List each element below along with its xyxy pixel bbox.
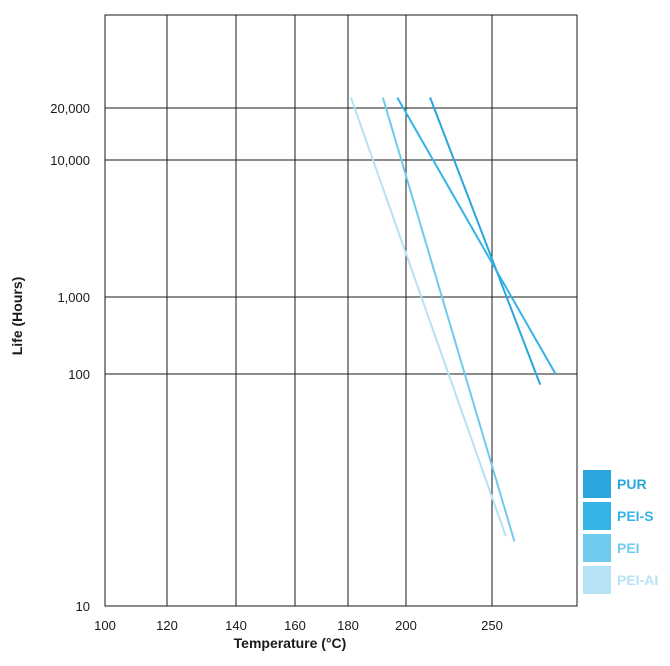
x-tick-label: 140 bbox=[225, 618, 247, 633]
y-axis-title: Life (Hours) bbox=[9, 277, 25, 356]
tick-layer: 100 120 140 160 180 200 250 10 100 1,000 10,000 20,… bbox=[50, 101, 503, 633]
series-line-pei bbox=[381, 97, 516, 542]
x-tick-label: 250 bbox=[481, 618, 503, 633]
x-tick-label: 120 bbox=[156, 618, 178, 633]
legend-swatch-pei-ai bbox=[583, 566, 611, 594]
plot-frame bbox=[104, 14, 578, 607]
legend-swatch-pei bbox=[583, 534, 611, 562]
legend-label-pei-s: PEI-S bbox=[617, 508, 654, 524]
x-axis-title: Temperature (°C) bbox=[234, 635, 347, 651]
x-tick-label: 100 bbox=[94, 618, 116, 633]
y-tick-label: 1,000 bbox=[57, 290, 90, 305]
series-line-pur bbox=[429, 97, 542, 385]
series-layer bbox=[349, 97, 557, 542]
legend-label-pur: PUR bbox=[617, 476, 647, 492]
legend-label-pei: PEI bbox=[617, 540, 640, 556]
series-line-pei-s bbox=[396, 97, 557, 375]
legend-swatch-pur bbox=[583, 470, 611, 498]
y-tick-label: 10,000 bbox=[50, 153, 90, 168]
legend-label-pei-ai: PEI-AI bbox=[617, 572, 658, 588]
y-tick-label: 10 bbox=[76, 599, 90, 614]
legend-swatch-pei-s bbox=[583, 502, 611, 530]
y-tick-label: 100 bbox=[68, 367, 90, 382]
legend: PUR PEI-S PEI PEI-AI bbox=[583, 470, 658, 594]
x-tick-label: 200 bbox=[395, 618, 417, 633]
series-line-pei-ai bbox=[349, 97, 507, 537]
chart-grid bbox=[104, 14, 578, 607]
x-tick-label: 180 bbox=[337, 618, 359, 633]
y-tick-label: 20,000 bbox=[50, 101, 90, 116]
x-tick-label: 160 bbox=[284, 618, 306, 633]
